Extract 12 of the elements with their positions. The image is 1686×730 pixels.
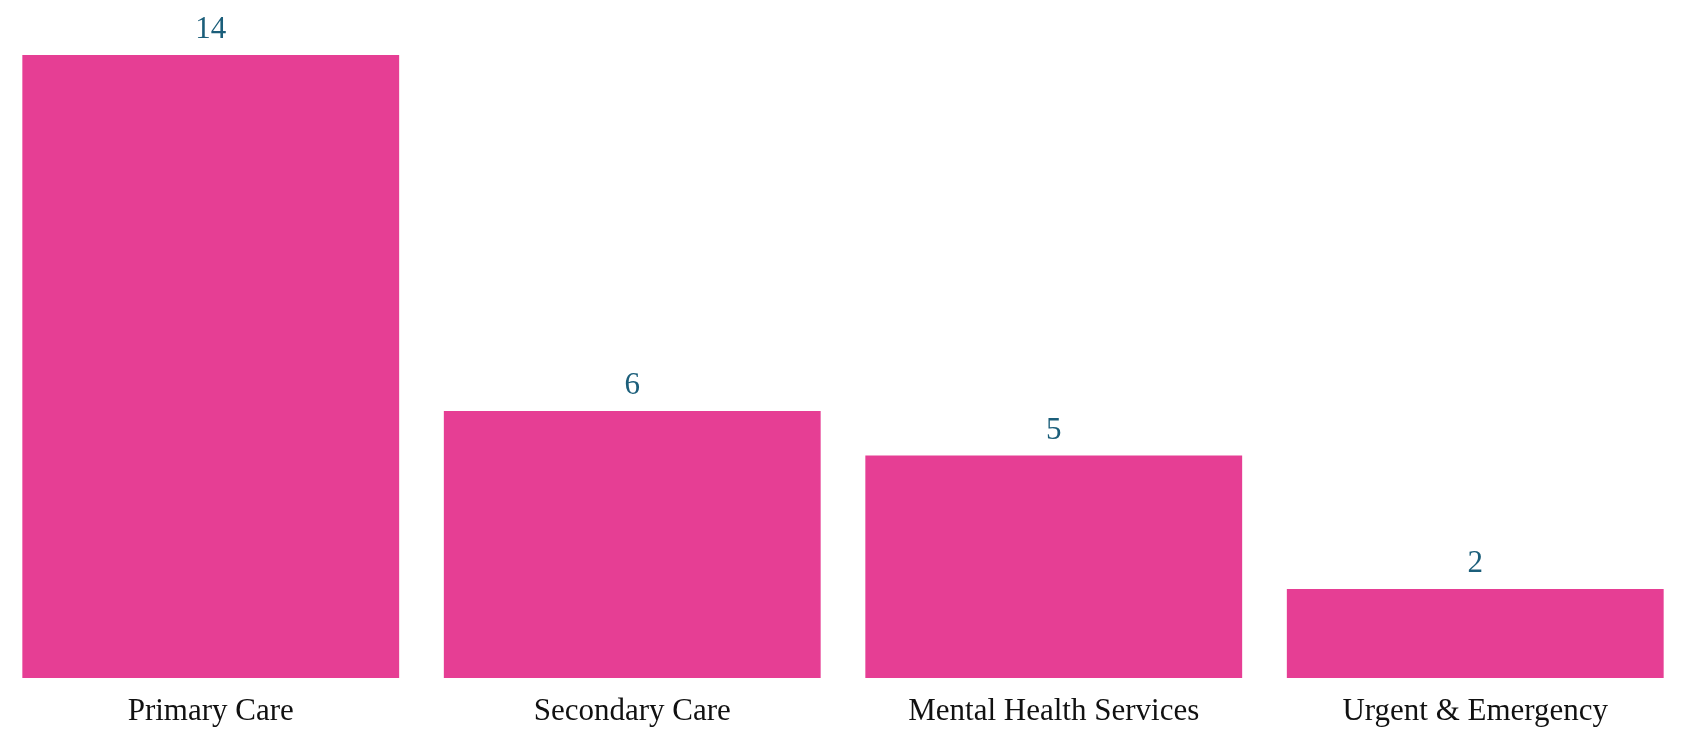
bar [443, 411, 821, 678]
x-tick-label: Primary Care [127, 692, 294, 727]
x-tick-label: Urgent & Emergency [1342, 692, 1609, 727]
data-label: 2 [1467, 544, 1483, 579]
data-label: 5 [1046, 410, 1062, 446]
x-tick-label: Mental Health Services [908, 692, 1200, 727]
bar [22, 55, 400, 678]
bar [865, 455, 1243, 678]
data-label: 14 [195, 10, 227, 45]
data-label: 6 [624, 366, 640, 401]
bar [1286, 589, 1664, 678]
x-tick-label: Secondary Care [533, 692, 731, 727]
